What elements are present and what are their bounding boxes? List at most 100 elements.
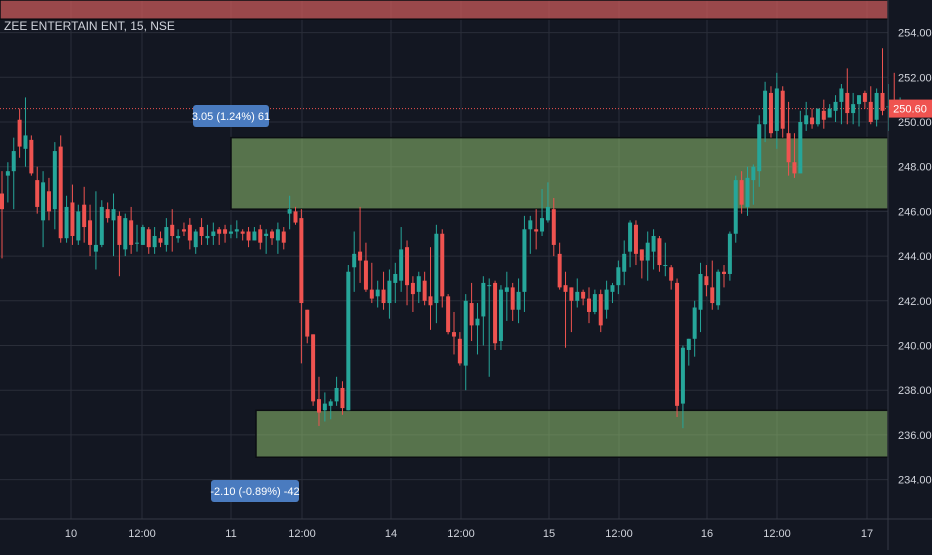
candle-body (135, 242, 140, 244)
candle-body (451, 332, 456, 337)
candle-body (857, 95, 862, 105)
candle-body (369, 289, 374, 299)
y-tick-label: 242.00 (898, 296, 932, 308)
candle (123, 213, 128, 257)
candle (587, 287, 591, 324)
candle-body (164, 227, 169, 245)
x-tick-label: 14 (385, 528, 397, 540)
candle (328, 399, 333, 420)
candle (410, 276, 415, 312)
candle-body (405, 247, 410, 286)
candle (733, 175, 738, 243)
candle-body (316, 399, 321, 413)
candle (751, 164, 756, 205)
candle-body (217, 229, 222, 234)
y-tick-label: 244.00 (898, 251, 932, 263)
candle (217, 227, 222, 245)
candle (851, 92, 856, 125)
candle-body (352, 253, 357, 268)
candle (534, 209, 539, 250)
candle-body (669, 267, 674, 281)
candle (158, 231, 163, 248)
candle (17, 108, 22, 158)
candle (46, 177, 51, 221)
candle (610, 282, 615, 304)
candle (234, 220, 239, 239)
candle (804, 101, 809, 131)
y-tick-label: 250.00 (898, 117, 932, 129)
candle (657, 235, 662, 272)
measure-annotations: 3.05 (1.24%) 61 -2.10 (-0.89%) -42 (192, 105, 300, 502)
candle-body (93, 244, 98, 252)
candle-body (23, 135, 28, 149)
candle-body (622, 253, 627, 272)
candle-body (522, 229, 527, 292)
candle (757, 115, 762, 187)
candle (680, 345, 685, 429)
candle (698, 262, 703, 333)
candle-body (692, 307, 697, 339)
candle (545, 182, 550, 223)
candle-body (768, 92, 773, 134)
candle-body (158, 238, 163, 243)
candle-body (774, 88, 779, 131)
y-axis[interactable]: 234.00 236.00 238.00 240.00 242.00 244.00 246.… (887, 0, 932, 550)
supply-zone[interactable] (230, 136, 889, 210)
candle-body (504, 287, 509, 292)
candle (487, 278, 492, 377)
measure-label-up[interactable]: 3.05 (1.24%) 61 (192, 105, 270, 127)
candle-body (264, 233, 269, 236)
x-tick-label: 12:00 (447, 528, 475, 540)
candle (363, 242, 368, 292)
candle (581, 289, 586, 306)
candle-body (592, 294, 597, 312)
candle-body (35, 180, 40, 207)
top-zone[interactable] (0, 0, 889, 20)
x-tick-label: 12:00 (128, 528, 156, 540)
candle-body (493, 282, 498, 344)
candle (58, 135, 63, 243)
candle (475, 303, 480, 355)
candle (223, 224, 228, 243)
candle-body (0, 193, 4, 210)
candle (99, 200, 104, 248)
candle (381, 271, 386, 310)
candle-body (534, 229, 539, 232)
candle-body (17, 119, 22, 147)
y-tick-label: 234.00 (898, 475, 932, 487)
candle-body (5, 171, 10, 176)
candle-body (833, 101, 838, 111)
candle (798, 110, 803, 174)
candle-body (475, 318, 480, 326)
x-tick-label: 12:00 (288, 528, 316, 540)
candle-body (234, 229, 239, 232)
candle-body (610, 285, 615, 292)
candle (481, 276, 486, 346)
candle (457, 332, 462, 366)
candle-body (815, 108, 820, 125)
candle-body (181, 229, 186, 232)
measure-label-down[interactable]: -2.10 (-0.89%) -42 (210, 480, 300, 502)
candle-body (240, 231, 245, 234)
candle (821, 99, 826, 129)
candle-body (745, 177, 750, 207)
candle-body (528, 220, 533, 230)
candle (880, 48, 885, 116)
candle (176, 229, 181, 243)
candle-body (545, 206, 550, 221)
candle (275, 222, 280, 254)
candle (569, 287, 574, 333)
candle (446, 294, 451, 335)
candle (428, 247, 433, 330)
candle-body (727, 233, 732, 274)
x-axis[interactable]: 10 12:00 11 12:00 14 12:00 15 12:00 16 12:00 17 (0, 518, 932, 540)
y-tick-label: 240.00 (898, 341, 932, 353)
measure-label-text: -2.10 (-0.89%) -42 (210, 486, 299, 498)
candle-body (99, 206, 104, 245)
demand-zone[interactable] (255, 409, 889, 459)
candle (258, 224, 263, 250)
x-tick-label: 11 (225, 528, 236, 540)
candle (205, 224, 210, 245)
